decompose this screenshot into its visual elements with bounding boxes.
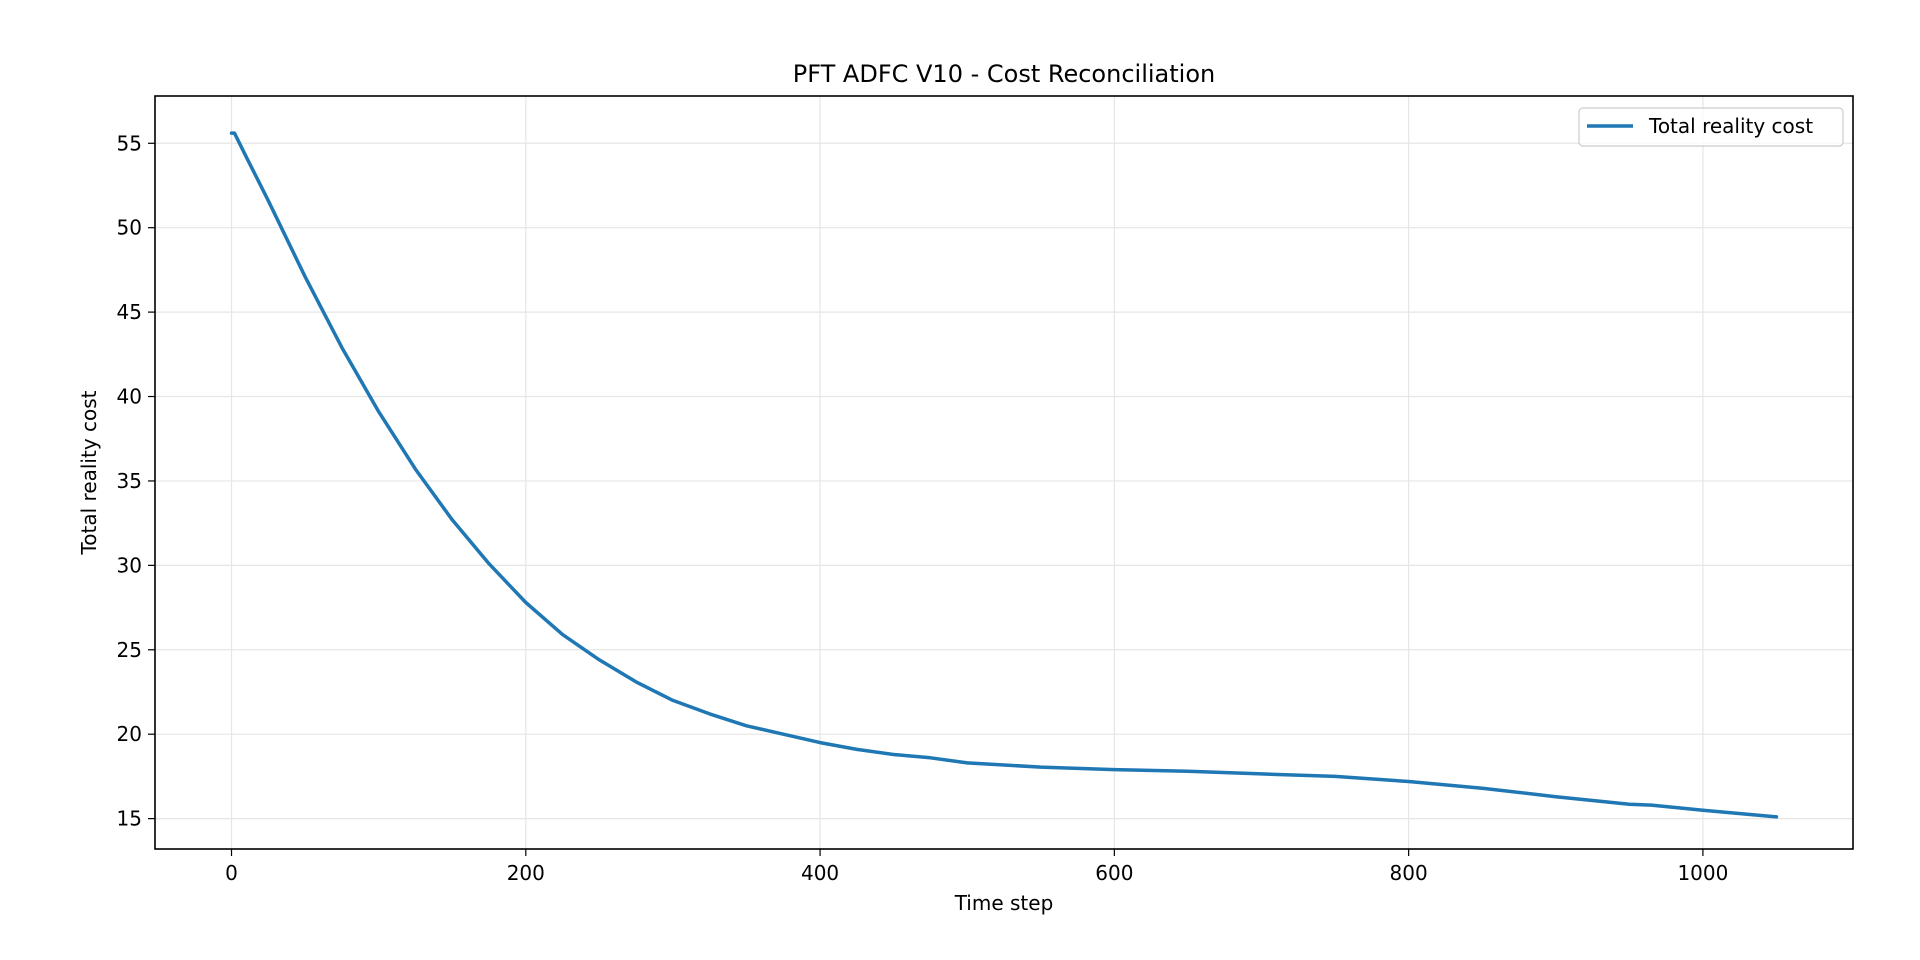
legend: Total reality cost	[1578, 107, 1844, 147]
chart-title: PFT ADFC V10 - Cost Reconciliation	[793, 60, 1215, 88]
ticks: 0 200 400 600 800 1000 15 20 25 30 35 40 45 50 55	[117, 131, 1729, 885]
grid	[155, 96, 1853, 849]
y-tick-label: 40	[117, 385, 142, 409]
x-axis-title: Time step	[954, 891, 1054, 915]
x-tick-label: 0	[225, 861, 238, 885]
y-tick-label: 30	[117, 553, 142, 577]
y-tick-label: 55	[117, 131, 142, 155]
series-line-0	[229, 131, 1779, 819]
line-layer	[229, 131, 1779, 819]
x-tick-label: 800	[1390, 861, 1428, 885]
y-tick-label: 20	[117, 722, 142, 746]
y-axis-title: Total reality cost	[77, 390, 101, 555]
x-tick-label: 600	[1095, 861, 1133, 885]
y-tick-label: 15	[117, 807, 142, 831]
y-tick-label: 45	[117, 300, 142, 324]
x-tick-label: 1000	[1677, 861, 1728, 885]
legend-box	[1578, 107, 1844, 147]
y-tick-label: 50	[117, 216, 142, 240]
x-tick-label: 200	[507, 861, 545, 885]
y-tick-label: 35	[117, 469, 142, 493]
y-tick-label: 25	[117, 638, 142, 662]
x-tick-label: 400	[801, 861, 839, 885]
legend-label: Total reality cost	[1648, 114, 1813, 138]
plot-frame	[154, 95, 1854, 850]
